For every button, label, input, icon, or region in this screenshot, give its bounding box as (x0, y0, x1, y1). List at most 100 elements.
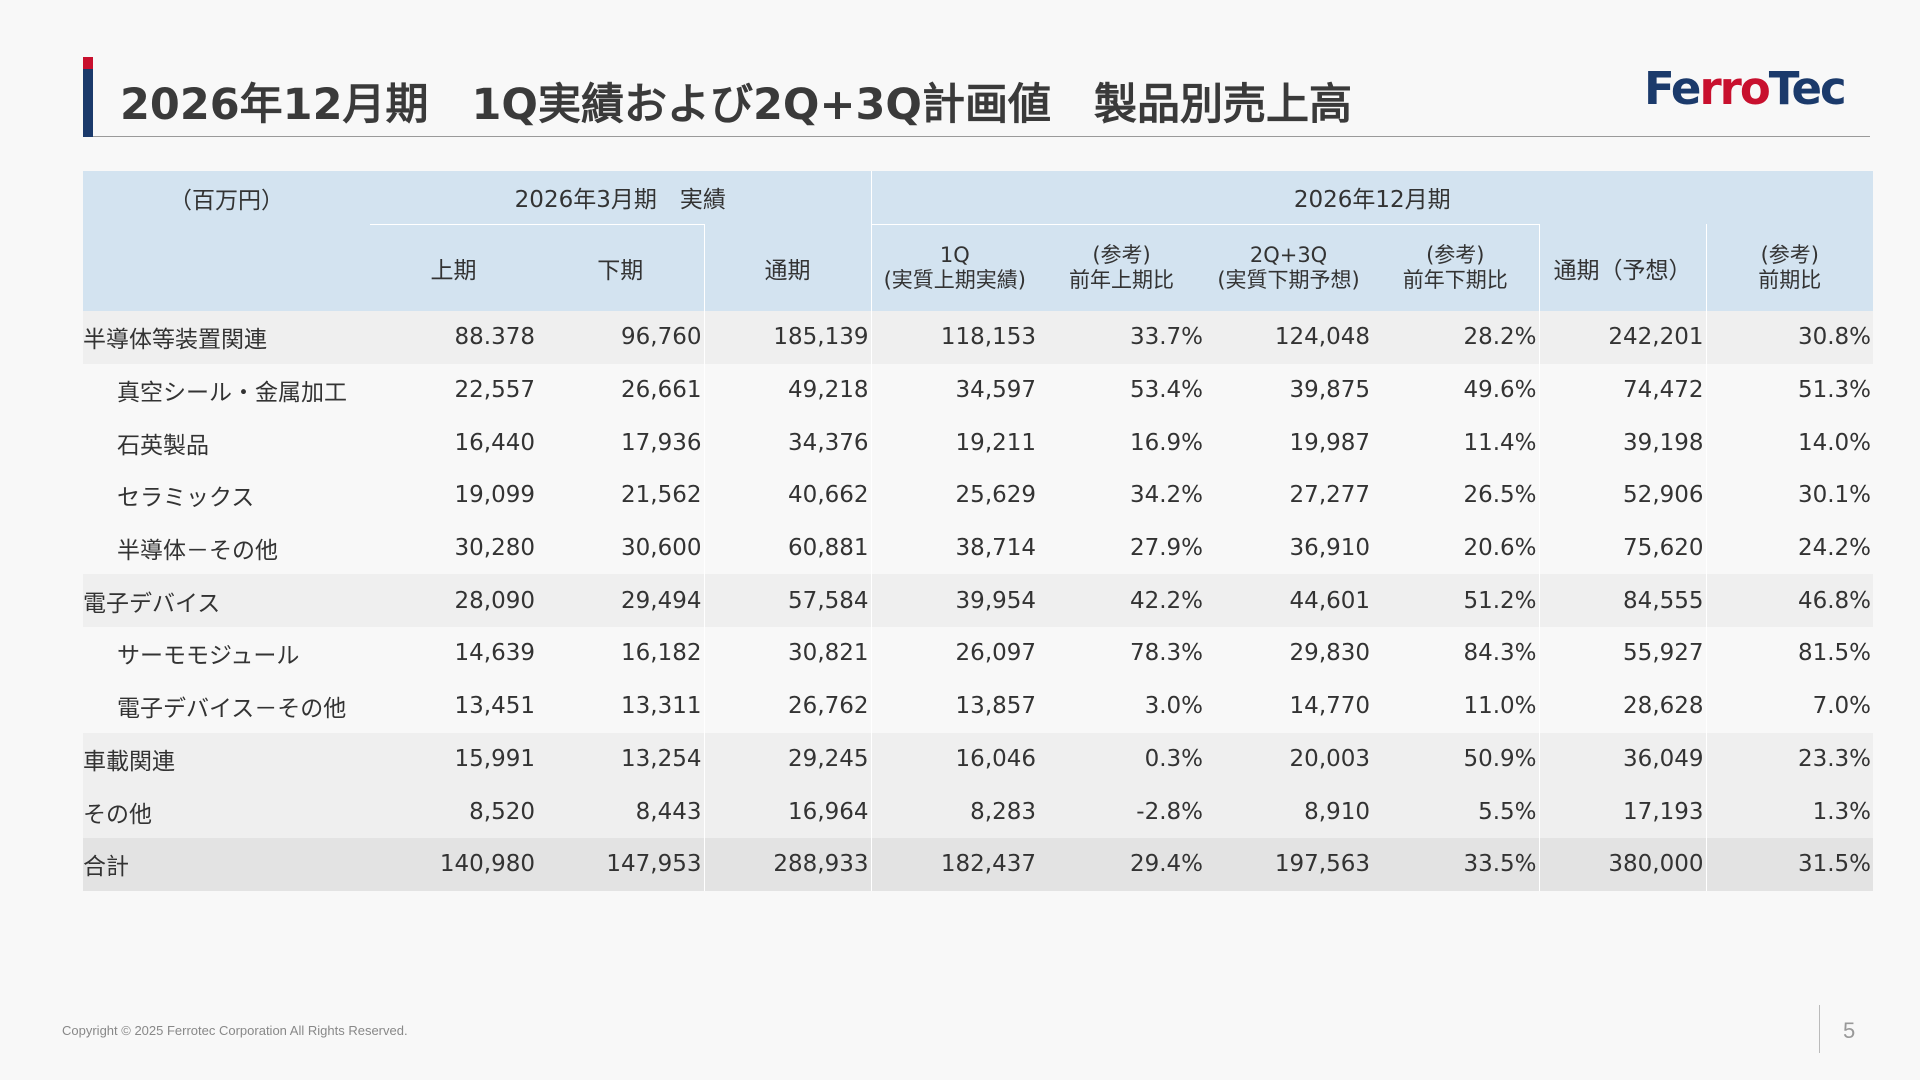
cell-ref1: 42.2% (1038, 574, 1206, 628)
cell-ref1: 27.9% (1038, 521, 1206, 575)
cell-fy-forecast: 17,193 (1539, 785, 1707, 838)
table-row: 半導体－その他 30,280 30,600 60,881 38,714 27.9… (83, 521, 1874, 575)
row-label: 半導体等装置関連 (83, 311, 370, 364)
cell-fy-forecast: 36,049 (1539, 732, 1707, 786)
cell-h1: 140,980 (370, 837, 537, 891)
sales-by-product-table: （百万円） 2026年3月期 実績 2026年12月期 上期 下期 通期 1Q … (83, 171, 1874, 891)
cell-q23: 197,563 (1205, 837, 1373, 891)
row-label: 石英製品 (83, 416, 370, 470)
cell-fy: 26,762 (704, 679, 872, 733)
cell-q1: 8,283 (871, 785, 1039, 838)
cell-fy: 29,245 (704, 732, 872, 786)
cell-ref1: 53.4% (1038, 363, 1206, 417)
cell-ref1: 16.9% (1038, 416, 1206, 470)
cell-h2: 8,443 (537, 785, 705, 838)
cell-q1: 25,629 (871, 469, 1039, 522)
cell-fy: 49,218 (704, 363, 872, 417)
cell-ref2: 5.5% (1372, 785, 1540, 838)
table-row-total: 合計 140,980 147,953 288,933 182,437 29.4%… (83, 837, 1874, 891)
table-row: 真空シール・金属加工 22,557 26,661 49,218 34,597 5… (83, 363, 1874, 417)
cell-ref2: 11.0% (1372, 679, 1540, 733)
table-row: セラミックス 19,099 21,562 40,662 25,629 34.2%… (83, 469, 1874, 522)
cell-q1: 34,597 (871, 363, 1039, 417)
col-header-ref1: (参考) 前年上期比 (1038, 223, 1206, 311)
row-label: サーモモジュール (83, 627, 370, 680)
col-header-h2: 下期 (537, 223, 705, 311)
table-row: 電子デバイス－その他 13,451 13,311 26,762 13,857 3… (83, 679, 1874, 733)
cell-q23: 14,770 (1205, 679, 1373, 733)
row-label: その他 (83, 785, 370, 838)
cell-h2: 13,311 (537, 679, 705, 733)
table-row: サーモモジュール 14,639 16,182 30,821 26,097 78.… (83, 627, 1874, 680)
cell-ref1: -2.8% (1038, 785, 1206, 838)
footer-divider (1819, 1005, 1820, 1053)
cell-h2: 16,182 (537, 627, 705, 680)
cell-h2: 21,562 (537, 469, 705, 522)
col-header-ref3-main: (参考) (1760, 242, 1819, 267)
cell-q23: 44,601 (1205, 574, 1373, 628)
cell-q23: 8,910 (1205, 785, 1373, 838)
cell-q1: 16,046 (871, 732, 1039, 786)
cell-fy-forecast: 52,906 (1539, 469, 1707, 522)
cell-q23: 27,277 (1205, 469, 1373, 522)
col-header-ref1-sub: 前年上期比 (1069, 267, 1175, 292)
table-row: 車載関連 15,991 13,254 29,245 16,046 0.3% 20… (83, 732, 1874, 786)
cell-ref2: 49.6% (1372, 363, 1540, 417)
cell-h1: 88.378 (370, 311, 537, 364)
cell-ref1: 0.3% (1038, 732, 1206, 786)
header-blank (83, 224, 370, 311)
col-header-q1-sub: (実質上期実績) (883, 267, 1026, 292)
title-accent-blue (83, 69, 93, 137)
cell-ref2: 26.5% (1372, 469, 1540, 522)
cell-ref3: 51.3% (1706, 363, 1874, 417)
page-title: 2026年12月期 1Q実績および2Q+3Q計画値 製品別売上高 (120, 80, 1352, 130)
cell-h1: 22,557 (370, 363, 537, 417)
col-header-q23-sub: (実質下期予想) (1217, 267, 1360, 292)
copyright-text: Copyright © 2025 Ferrotec Corporation Al… (62, 1023, 408, 1038)
cell-q23: 124,048 (1205, 311, 1373, 364)
cell-h2: 30,600 (537, 521, 705, 575)
col-header-h1: 上期 (370, 223, 537, 311)
col-header-q1-main: 1Q (939, 242, 970, 267)
cell-q1: 39,954 (871, 574, 1039, 628)
cell-ref3: 81.5% (1706, 627, 1874, 680)
cell-ref2: 33.5% (1372, 837, 1540, 891)
cell-h1: 19,099 (370, 469, 537, 522)
cell-ref1: 3.0% (1038, 679, 1206, 733)
group-header-fy2026-12: 2026年12月期 (871, 171, 1874, 224)
table-row: 半導体等装置関連 88.378 96,760 185,139 118,153 3… (83, 311, 1874, 364)
unit-label: （百万円） (83, 171, 370, 224)
cell-ref1: 29.4% (1038, 837, 1206, 891)
cell-h1: 15,991 (370, 732, 537, 786)
row-label: 電子デバイス－その他 (83, 679, 370, 733)
table-row: 電子デバイス 28,090 29,494 57,584 39,954 42.2%… (83, 574, 1874, 628)
cell-ref3: 30.8% (1706, 311, 1874, 364)
cell-h2: 29,494 (537, 574, 705, 628)
row-label: 電子デバイス (83, 574, 370, 628)
cell-ref3: 30.1% (1706, 469, 1874, 522)
col-header-ref3-sub: 前期比 (1758, 267, 1822, 292)
cell-fy-forecast: 55,927 (1539, 627, 1707, 680)
cell-q1: 19,211 (871, 416, 1039, 470)
cell-fy: 40,662 (704, 469, 872, 522)
cell-ref2: 28.2% (1372, 311, 1540, 364)
company-logo: FerroTec (1644, 62, 1847, 115)
group-header-fy2026-3: 2026年3月期 実績 (370, 171, 872, 224)
logo-text-1: Fe (1644, 62, 1701, 115)
logo-text-2: Tec (1768, 62, 1847, 115)
cell-q1: 118,153 (871, 311, 1039, 364)
cell-fy: 30,821 (704, 627, 872, 680)
cell-fy-forecast: 28,628 (1539, 679, 1707, 733)
col-header-fy: 通期 (704, 224, 872, 311)
col-header-ref1-main: (参考) (1092, 242, 1151, 267)
row-label: 合計 (83, 837, 370, 891)
cell-ref3: 46.8% (1706, 574, 1874, 628)
col-header-q23: 2Q+3Q (実質下期予想) (1205, 223, 1373, 311)
cell-fy-forecast: 380,000 (1539, 837, 1707, 891)
cell-h2: 13,254 (537, 732, 705, 786)
col-header-ref2-sub: 前年下期比 (1402, 267, 1508, 292)
cell-ref1: 78.3% (1038, 627, 1206, 680)
cell-ref2: 50.9% (1372, 732, 1540, 786)
cell-h2: 17,936 (537, 416, 705, 470)
title-divider (93, 136, 1870, 137)
